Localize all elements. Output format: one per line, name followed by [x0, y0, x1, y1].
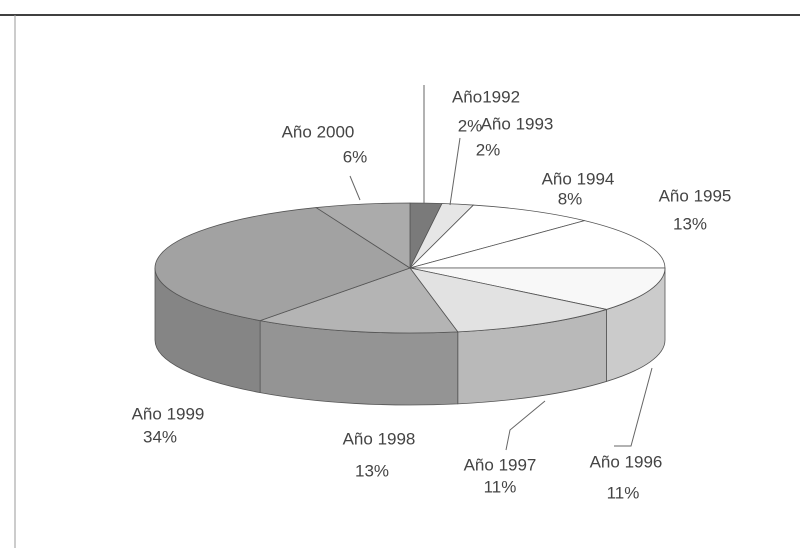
- slice-value-label: 13%: [673, 214, 707, 233]
- slice-value-label: 6%: [343, 147, 368, 166]
- slice-label: Año 1997: [464, 455, 537, 474]
- slice-value-label: 8%: [558, 189, 583, 208]
- slice-label: Año 1994: [542, 169, 615, 188]
- pie-tops: [154, 202, 666, 334]
- slice-value-label: 11%: [484, 477, 517, 496]
- leader-line: [449, 137, 461, 206]
- pie-slice: [409, 204, 585, 269]
- slice-label: Año 1993: [481, 114, 554, 133]
- slice-label: Año 1995: [659, 186, 732, 205]
- slice-value-label: 13%: [355, 461, 389, 480]
- leader-line: [349, 175, 361, 201]
- slice-value-label: 11%: [607, 483, 640, 502]
- slice-label: Año 2000: [282, 122, 355, 141]
- pie-slice: [259, 267, 459, 334]
- slice-value-label: 2%: [476, 140, 501, 159]
- leader-line: [614, 367, 653, 447]
- slice-label: Año 1999: [132, 404, 205, 423]
- slice-value-label: 34%: [143, 427, 177, 446]
- pie-slice: [409, 267, 607, 333]
- leader-line: [505, 400, 546, 451]
- pie-slice: [154, 207, 411, 321]
- slice-label: Año1992: [452, 87, 520, 106]
- slice-label: Año 1996: [590, 452, 663, 471]
- pie-slice: [315, 202, 411, 269]
- slice-label: Año 1998: [343, 429, 416, 448]
- slice-value-label: 2%: [458, 116, 483, 135]
- pie-slice: [409, 220, 666, 269]
- pie-slice: [409, 267, 666, 310]
